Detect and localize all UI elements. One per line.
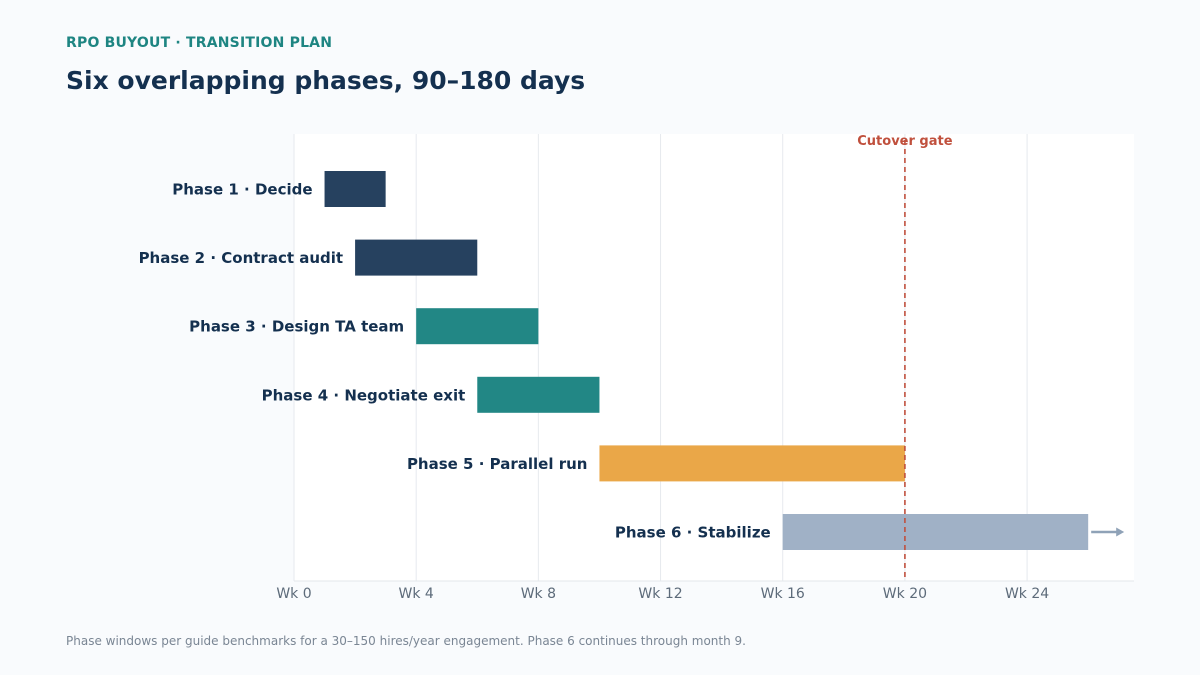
phase-label: Phase 2 · Contract audit: [139, 249, 344, 267]
phase-bar: [782, 514, 1089, 550]
plot-area: [294, 134, 1134, 581]
x-axis: Wk 0 Wk 4 Wk 8 Wk 12 Wk 16 Wk 20 Wk 24: [276, 580, 1134, 602]
chart-title: Six overlapping phases, 90–180 days: [66, 66, 586, 95]
x-tick-label: Wk 8: [521, 586, 556, 602]
phase-label: Phase 6 · Stabilize: [615, 524, 771, 542]
footnote: Phase windows per guide benchmarks for a…: [66, 634, 746, 648]
x-tick-label: Wk 16: [761, 586, 805, 602]
phase-label: Phase 3 · Design TA team: [189, 318, 404, 336]
phase-bar: [477, 376, 600, 413]
x-tick-label: Wk 4: [399, 586, 434, 602]
chart-eyebrow: RPO BUYOUT · TRANSITION PLAN: [66, 35, 333, 51]
continues-arrow-icon: [1116, 527, 1125, 537]
phase-bar: [355, 239, 478, 276]
x-tick-label: Wk 24: [1005, 586, 1049, 602]
grid-lines: [293, 134, 1134, 581]
x-tick-label: Wk 0: [276, 586, 311, 602]
phase-bar: [416, 308, 539, 345]
phase-label: Phase 5 · Parallel run: [407, 455, 588, 473]
x-tick-label: Wk 20: [883, 586, 927, 602]
phase-bar: [324, 171, 386, 207]
phase-bar: [599, 445, 905, 482]
x-tick-label: Wk 12: [638, 586, 682, 602]
phase-label: Phase 1 · Decide: [172, 181, 312, 199]
cutover-label: Cutover gate: [857, 134, 952, 149]
phase-bars: [324, 171, 1125, 550]
cutover-marker: Cutover gate: [857, 134, 953, 581]
phase-labels: Phase 1 · Decide Phase 2 · Contract audit…: [139, 181, 771, 542]
phase-label: Phase 4 · Negotiate exit: [262, 386, 466, 404]
